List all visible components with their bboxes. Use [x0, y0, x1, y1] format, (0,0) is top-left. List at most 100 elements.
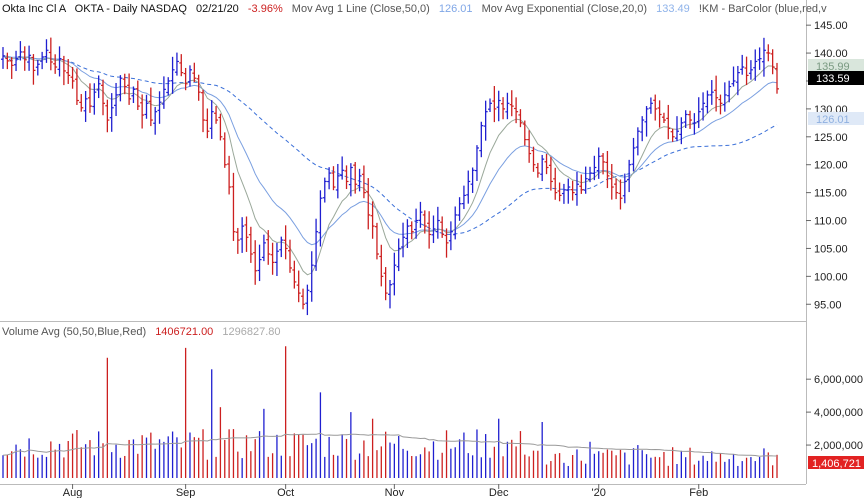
price-bar [14, 50, 19, 72]
volume-tick-label: 2,000,000 [814, 440, 863, 452]
time-tick-label: Nov [385, 487, 405, 498]
sma-label: Mov Avg 1 Line (Close,50,0) [292, 3, 430, 15]
price-bar [101, 79, 106, 116]
price-bar [622, 173, 627, 204]
price-bar [422, 210, 427, 234]
price-bar [757, 47, 762, 70]
price-bar [366, 178, 371, 230]
price-bar [427, 211, 432, 249]
price-bar [535, 162, 540, 178]
price-bar [440, 216, 445, 238]
last-price-tag: 133.59 [808, 71, 864, 85]
price-bar [731, 66, 736, 87]
price-bar [557, 182, 562, 202]
price-bar [148, 87, 153, 127]
price-bar [431, 215, 436, 244]
price-bar [522, 120, 527, 146]
price-bar [714, 75, 719, 112]
price-bar [775, 62, 779, 94]
price-bar [627, 159, 632, 193]
ema-20-line [2, 55, 778, 246]
price-bar [727, 80, 732, 103]
price-bar [335, 163, 340, 199]
price-bar [518, 109, 523, 128]
price-bar [696, 97, 701, 129]
price-bar [579, 174, 584, 194]
price-bar [483, 100, 488, 141]
price-bar [648, 97, 653, 114]
price-bar [540, 154, 545, 182]
time-tick-label: Oct [277, 487, 294, 498]
price-bar [348, 163, 353, 197]
price-bar [179, 54, 184, 77]
price-bar [548, 156, 553, 191]
price-bar [266, 230, 271, 265]
volume-tick-label: 4,000,000 [814, 407, 863, 419]
price-bar [683, 110, 688, 129]
volume-label: Volume Avg (50,50,Blue,Red) [2, 326, 146, 338]
price-tick-label: 140.00 [814, 48, 848, 60]
price-bar [361, 165, 366, 199]
price-bar [157, 91, 162, 124]
price-bar [357, 168, 362, 192]
price-bar [653, 94, 658, 121]
last-price-tag-text: 133.59 [816, 73, 850, 85]
price-bar [370, 201, 375, 239]
price-bar [248, 226, 253, 263]
price-bar [553, 167, 558, 200]
ema-tag: 135.99 [808, 59, 864, 73]
sma-tag: 126.01 [808, 112, 864, 126]
price-tick-label: 100.00 [814, 271, 848, 283]
price-bar [631, 137, 636, 172]
price-bar [596, 147, 601, 179]
price-bar [27, 45, 32, 71]
price-bar [231, 172, 236, 241]
price-bar [301, 288, 306, 310]
price-bar [453, 206, 458, 240]
price-bar [583, 166, 588, 194]
price-bar [79, 94, 84, 112]
price-bar [218, 113, 223, 141]
price-bar [274, 242, 279, 277]
price-bar [44, 39, 49, 63]
price-bar [492, 86, 497, 123]
time-tick-label: Sep [176, 487, 196, 498]
volume-tick-label: 6,000,000 [814, 374, 863, 386]
price-bar [561, 183, 566, 204]
price-bar [131, 86, 136, 103]
price-bar [314, 218, 319, 271]
price-bar [374, 222, 379, 260]
price-bar [187, 65, 192, 87]
price-bar [135, 80, 140, 110]
price-bar [214, 106, 219, 124]
price-bar [170, 56, 175, 94]
price-bar [688, 110, 693, 129]
price-bar [87, 83, 92, 113]
price-bar [253, 240, 258, 285]
price-bar [105, 99, 110, 133]
price-bar [670, 128, 675, 142]
price-tick-label: 110.00 [814, 216, 847, 228]
time-tick-label: Dec [489, 487, 509, 498]
price-bar [701, 92, 706, 121]
price-bar [705, 90, 710, 114]
price-bar [61, 55, 66, 86]
price-bar [505, 92, 510, 120]
price-bar [601, 153, 606, 175]
price-bar [474, 145, 479, 181]
price-bar [344, 165, 349, 190]
price-bar [192, 62, 197, 83]
price-bar [279, 236, 284, 258]
price-bar [605, 150, 610, 189]
price-bar [496, 90, 501, 122]
price-bar [35, 59, 40, 76]
price-bar [766, 44, 771, 62]
header-change: -3.96% [248, 3, 283, 15]
price-bar [744, 56, 749, 86]
price-bar [761, 37, 766, 77]
price-bar [435, 206, 440, 239]
price-bar [309, 251, 314, 302]
price-bar [514, 97, 519, 124]
ema-fast-line [2, 55, 778, 276]
